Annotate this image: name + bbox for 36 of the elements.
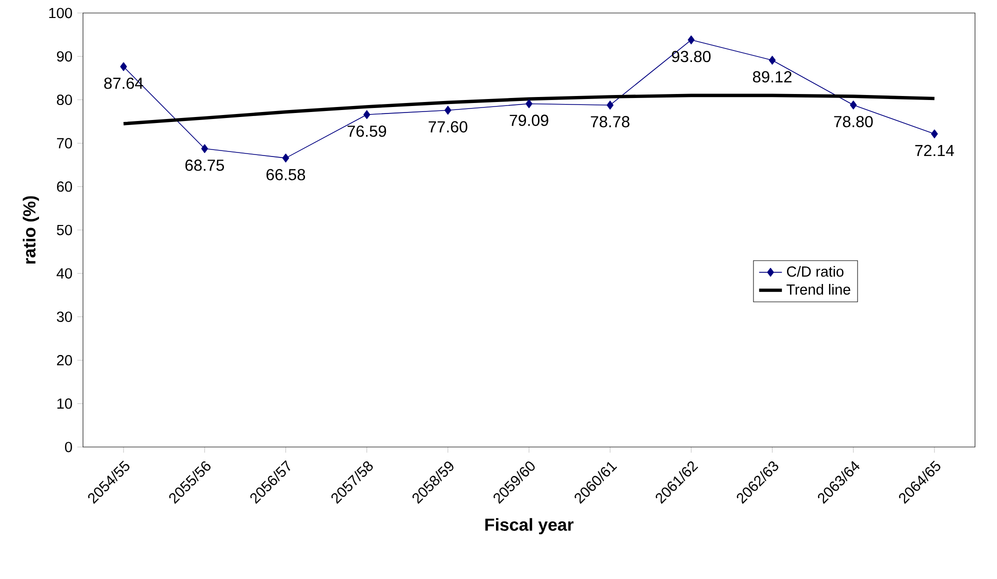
y-tick-label: 70 xyxy=(57,138,72,148)
y-tick-label: 30 xyxy=(56,312,72,322)
legend-label: Trend line xyxy=(786,284,850,295)
y-tick-label: 50 xyxy=(56,224,72,236)
legend-label: C/D ratio xyxy=(786,266,844,277)
point xyxy=(282,154,290,162)
y-tick-label: 0 xyxy=(65,442,72,452)
point xyxy=(363,110,370,119)
data-label: 79.09 xyxy=(510,114,548,126)
y-tick-label: 90 xyxy=(56,51,72,62)
point xyxy=(201,144,208,154)
point xyxy=(850,100,857,110)
point xyxy=(931,130,938,138)
y-tick-label: 80 xyxy=(56,94,72,105)
data-label: 76.59 xyxy=(348,126,386,137)
point xyxy=(120,62,127,72)
point xyxy=(606,100,614,110)
point xyxy=(768,56,776,65)
x-axis-title: Fiscal year xyxy=(485,518,574,534)
y-tick-label: 20 xyxy=(57,355,72,366)
y-tick-label: 100 xyxy=(49,8,72,18)
y-tick-label: 10 xyxy=(57,398,72,409)
data-label: 78.78 xyxy=(590,116,630,128)
y-axis-title: ratio (%) xyxy=(22,196,39,264)
data-label: 89.12 xyxy=(752,71,792,82)
data-label: 68.75 xyxy=(185,160,224,171)
data-label: 78.80 xyxy=(834,116,873,128)
y-tick-label: 60 xyxy=(57,181,72,192)
y-tick-label: 40 xyxy=(56,268,72,279)
point xyxy=(688,36,695,44)
data-label: 77.60 xyxy=(428,121,468,132)
data-label: 66.58 xyxy=(266,168,306,180)
data-label: 72.14 xyxy=(915,144,954,156)
point xyxy=(444,106,452,115)
point xyxy=(526,99,532,108)
data-label: 93.80 xyxy=(672,50,711,62)
